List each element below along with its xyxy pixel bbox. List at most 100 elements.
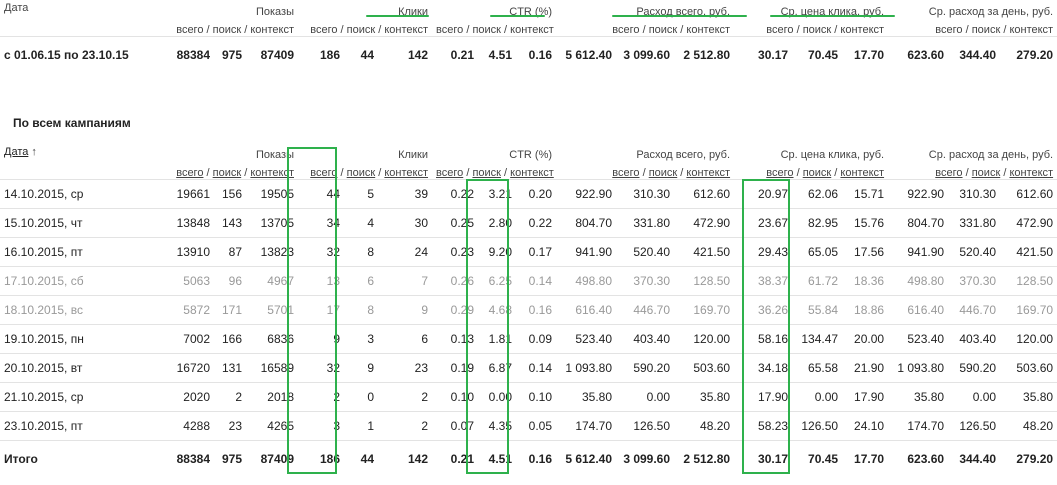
table-row: 16.10.2015, пт 13910 87 13823 32 8 24 0.23 9.20 0…: [0, 236, 1057, 266]
row-value-cell: 17.90: [842, 381, 889, 411]
summary-period-cell: с 01.06.15 по 23.10.15: [4, 48, 129, 63]
row-value-cell: 0.22: [432, 178, 479, 208]
row-date-cell: 16.10.2015, пт: [0, 236, 156, 266]
row-value-cell: 1 093.80: [556, 352, 617, 382]
row-value-cell: 4288: [156, 410, 214, 440]
row-value-cell: 156: [214, 178, 246, 208]
sort-shows-context-link[interactable]: контекст: [250, 166, 294, 179]
summary-cell: 4.51: [488, 48, 513, 63]
sort-clicks-search-link[interactable]: поиск: [346, 166, 376, 179]
row-value-cell: 5872: [156, 294, 214, 324]
row-value-cell: 13705: [246, 207, 298, 237]
row-value-cell: 941.90: [888, 236, 949, 266]
total-cell: 17.70: [842, 439, 889, 478]
row-value-cell: 128.50: [674, 265, 735, 295]
row-value-cell: 5701: [246, 294, 298, 324]
table-row: 19.10.2015, пн 7002 166 6836 9 3 6 0.13 1.81 0.09…: [0, 323, 1057, 353]
sort-shows-search-link[interactable]: поиск: [212, 166, 242, 179]
row-value-cell: 174.70: [888, 410, 949, 440]
highlight-underline-ctr: [490, 15, 545, 17]
row-value-cell: 0.26: [432, 265, 479, 295]
sort-by-date-link[interactable]: Дата: [4, 146, 29, 158]
total-cell: 142: [378, 439, 433, 478]
sort-ctr-total-link[interactable]: всего: [436, 166, 464, 179]
cpc-subheader[interactable]: всего / поиск / контекст: [766, 166, 885, 179]
row-value-cell: 29.43: [734, 236, 793, 266]
total-row: Итого 88384 975 87409 186 44 142 0.21 4.51 0.16 5 …: [0, 439, 1057, 478]
row-value-cell: 62.06: [792, 178, 843, 208]
total-cell: 344.40: [948, 439, 1001, 478]
table-row: 17.10.2015, сб 5063 96 4967 13 6 7 0.26 6.25 0.14…: [0, 265, 1057, 295]
sort-cpc-search-link[interactable]: поиск: [802, 166, 832, 179]
row-value-cell: 35.80: [556, 381, 617, 411]
summary-cell: 3 099.60: [623, 48, 671, 63]
sort-cpc-total-link[interactable]: всего: [766, 166, 794, 179]
row-value-cell: 13: [298, 265, 344, 295]
row-value-cell: 446.70: [616, 294, 675, 324]
row-value-cell: 503.60: [674, 352, 735, 382]
sort-daily-search-link[interactable]: поиск: [971, 166, 1001, 179]
date-column-header[interactable]: Дата ↑: [0, 146, 156, 161]
ctr-subheader[interactable]: всего / поиск / контекст: [436, 166, 554, 179]
row-value-cell: 0.09: [516, 323, 557, 353]
daily-subheader[interactable]: всего / поиск / контекст: [935, 166, 1054, 179]
sort-spend-context-link[interactable]: контекст: [686, 166, 731, 179]
row-value-cell: 17: [298, 294, 344, 324]
sort-ctr-search-link[interactable]: поиск: [472, 166, 501, 179]
row-value-cell: 2: [378, 410, 433, 440]
sort-daily-total-link[interactable]: всего: [935, 166, 963, 179]
total-cell: 0.21: [432, 439, 479, 478]
sort-shows-total-link[interactable]: всего: [176, 166, 204, 179]
sort-daily-context-link[interactable]: контекст: [1009, 166, 1054, 179]
clicks-subheader[interactable]: всего / поиск / контекст: [310, 166, 429, 179]
shows-subheader[interactable]: всего / поиск / контекст: [176, 166, 294, 179]
row-value-cell: 120.00: [1000, 323, 1057, 353]
sort-clicks-context-link[interactable]: контекст: [384, 166, 429, 179]
row-value-cell: 612.60: [1000, 178, 1057, 208]
row-value-cell: 2: [298, 381, 344, 411]
highlight-underline-spend: [612, 15, 747, 17]
row-value-cell: 590.20: [616, 352, 675, 382]
row-value-cell: 44: [298, 178, 344, 208]
row-value-cell: 38.37: [734, 265, 793, 295]
summary-cell: 975: [221, 48, 242, 63]
summary-cpc-subheader: всего / поиск / контекст: [766, 23, 885, 36]
total-cell: 44: [344, 439, 378, 478]
summary-daily-subheader: всего / поиск / контекст: [935, 23, 1054, 36]
sort-ctr-context-link[interactable]: контекст: [510, 166, 554, 179]
row-value-cell: 128.50: [1000, 265, 1057, 295]
row-value-cell: 23: [378, 352, 433, 382]
row-value-cell: 32: [298, 236, 344, 266]
sort-spend-search-link[interactable]: поиск: [648, 166, 678, 179]
row-date-cell: 21.10.2015, ср: [0, 381, 156, 411]
row-value-cell: 9: [298, 323, 344, 353]
row-value-cell: 48.20: [1000, 410, 1057, 440]
sort-cpc-context-link[interactable]: контекст: [840, 166, 885, 179]
summary-cell: 5 612.40: [565, 48, 613, 63]
row-value-cell: 1.81: [478, 323, 517, 353]
row-value-cell: 310.30: [948, 178, 1001, 208]
summary-cell: 0.16: [528, 48, 553, 63]
summary-cell: 17.70: [854, 48, 885, 63]
row-value-cell: 24: [378, 236, 433, 266]
total-cell: 623.60: [888, 439, 949, 478]
row-value-cell: 0.00: [616, 381, 675, 411]
row-value-cell: 2020: [156, 381, 214, 411]
summary-spend-subheader: всего / поиск / контекст: [612, 23, 731, 36]
row-value-cell: 58.16: [734, 323, 793, 353]
row-value-cell: 131: [214, 352, 246, 382]
row-value-cell: 126.50: [948, 410, 1001, 440]
summary-cell: 186: [319, 48, 340, 63]
row-value-cell: 612.60: [674, 178, 735, 208]
row-value-cell: 403.40: [948, 323, 1001, 353]
row-value-cell: 498.80: [888, 265, 949, 295]
total-cell: 3 099.60: [616, 439, 675, 478]
sort-spend-total-link[interactable]: всего: [612, 166, 640, 179]
sort-clicks-total-link[interactable]: всего: [310, 166, 338, 179]
summary-cell: 88384: [176, 48, 210, 63]
row-value-cell: 55.84: [792, 294, 843, 324]
summary-cell: 2 512.80: [683, 48, 731, 63]
daily-header: Ср. расход за день, руб.: [928, 149, 1054, 161]
spend-subheader[interactable]: всего / поиск / контекст: [612, 166, 731, 179]
row-value-cell: 2: [378, 381, 433, 411]
